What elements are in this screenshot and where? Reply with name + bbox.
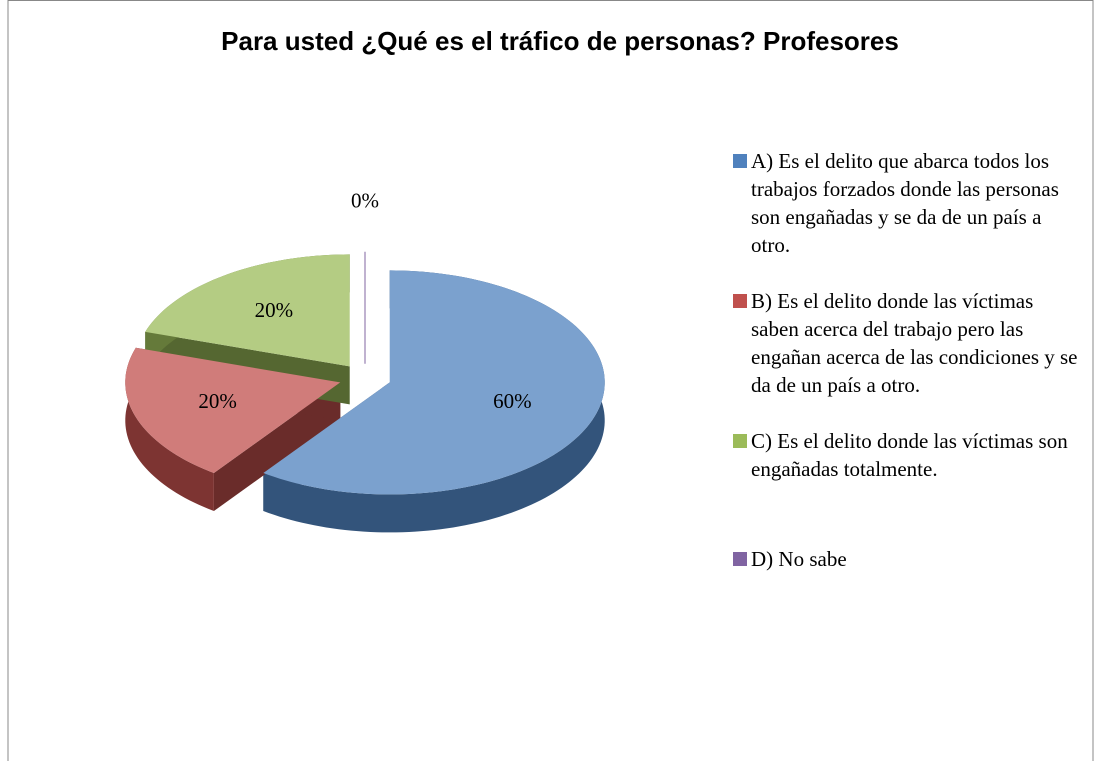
data-label: 60%	[493, 389, 532, 413]
legend-item: A) Es el delito que abarca todos los tra…	[733, 147, 1083, 259]
data-label: 20%	[198, 389, 237, 413]
legend-item: C) Es el delito donde las víctimas son e…	[733, 427, 1083, 483]
legend-label: D) No sabe	[751, 547, 847, 571]
legend-label: C) Es el delito donde las víctimas son e…	[751, 429, 1068, 481]
slice	[263, 270, 605, 495]
slice	[125, 347, 341, 474]
legend-item: B) Es el delito donde las víctimas saben…	[733, 287, 1083, 399]
legend-swatch	[733, 552, 747, 566]
slice-tops	[125, 251, 605, 495]
chart-border	[7, 0, 1094, 761]
legend-label: B) Es el delito donde las víctimas saben…	[751, 289, 1078, 397]
slice-side	[125, 347, 214, 512]
legend: A) Es el delito que abarca todos los tra…	[733, 147, 1083, 601]
legend-swatch	[733, 154, 747, 168]
legend-swatch	[733, 294, 747, 308]
slice	[145, 254, 350, 367]
legend-label: A) Es el delito que abarca todos los tra…	[751, 149, 1059, 257]
chart-title: Para usted ¿Qué es el tráfico de persona…	[221, 26, 899, 56]
data-label: 0%	[351, 188, 379, 212]
slice-side	[263, 270, 605, 533]
data-label: 20%	[255, 298, 294, 322]
legend-item: D) No sabe	[733, 545, 1083, 573]
legend-swatch	[733, 434, 747, 448]
